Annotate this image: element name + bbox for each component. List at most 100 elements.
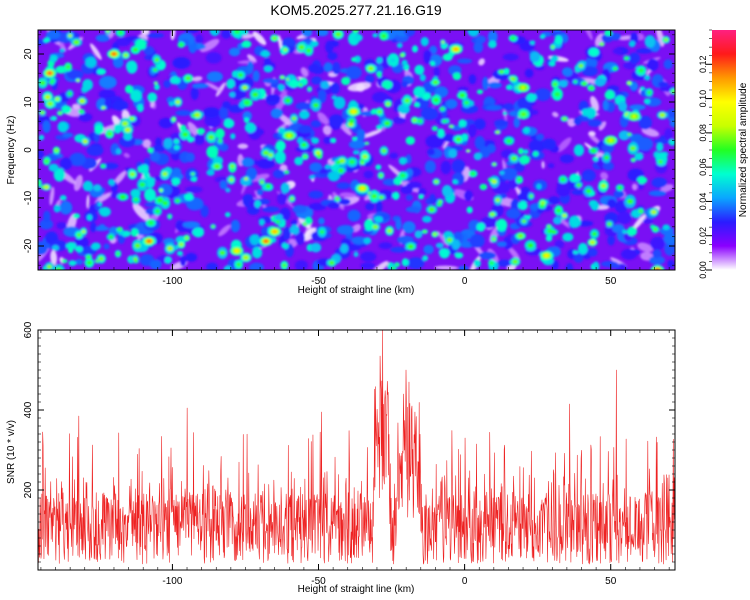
heatmap-cell <box>620 248 638 260</box>
heatmap-cell <box>303 222 307 226</box>
heatmap-cell <box>546 228 554 234</box>
heatmap-cell <box>636 176 648 184</box>
heatmap-cell <box>375 200 383 214</box>
heatmap-cell <box>44 159 49 163</box>
heatmap-cell <box>263 65 273 73</box>
heatmap-cell <box>658 159 663 164</box>
heatmap-cell <box>602 99 609 111</box>
heatmap-cell <box>659 112 666 118</box>
heatmap-cell <box>478 251 497 260</box>
heatmap-cell <box>401 80 409 88</box>
heatmap-cell <box>262 78 280 84</box>
heatmap-cell <box>309 162 323 173</box>
heatmap-cell <box>499 70 504 74</box>
heatmap-cell <box>150 101 155 108</box>
heatmap-cell <box>42 120 51 133</box>
heatmap-cell <box>328 114 344 128</box>
heatmap-cell <box>658 81 669 88</box>
heatmap-cell <box>154 57 160 62</box>
heatmap-cell <box>268 153 273 158</box>
heatmap-cell <box>476 222 486 232</box>
heatmap-cell <box>252 92 259 98</box>
heatmap-cell <box>243 100 251 106</box>
heatmap-cell <box>384 120 391 126</box>
heatmap-ytick-label: -10 <box>23 190 34 205</box>
heatmap-cell <box>112 100 129 111</box>
heatmap-cell <box>233 30 241 35</box>
heatmap-cell <box>547 224 551 228</box>
colorbar-tick-label: 0.08 <box>698 124 708 142</box>
heatmap-cell <box>650 236 666 251</box>
heatmap-cell <box>338 198 351 206</box>
heatmap-cell <box>446 237 453 243</box>
heatmap-cell <box>434 86 449 98</box>
heatmap-cell <box>433 66 440 78</box>
heatmap-cell <box>262 150 269 156</box>
heatmap-hotspot <box>608 139 613 142</box>
heatmap-cell <box>246 205 260 215</box>
heatmap-cell <box>491 237 496 241</box>
heatmap-cell <box>264 57 271 65</box>
heatmap-cell <box>148 220 154 226</box>
heatmap-cell <box>648 190 667 197</box>
heatmap-cell <box>405 154 412 164</box>
heatmap-cell <box>223 118 235 129</box>
heatmap-cell <box>594 77 606 87</box>
heatmap-cell <box>311 137 320 145</box>
heatmap-cell <box>585 188 592 194</box>
heatmap-cell <box>291 116 297 121</box>
heatmap-cell <box>191 172 195 176</box>
heatmap-cell <box>295 102 313 110</box>
heatmap-cell <box>360 251 377 262</box>
heatmap-cell <box>303 227 317 242</box>
heatmap-cell <box>554 91 561 97</box>
heatmap-cell <box>49 81 54 84</box>
heatmap-cell <box>607 263 621 269</box>
heatmap-cell <box>86 194 90 209</box>
heatmap-cell <box>292 204 308 214</box>
heatmap-cell <box>298 44 305 50</box>
heatmap-hotspot <box>112 52 116 56</box>
heatmap-cell <box>338 168 344 173</box>
heatmap-cell <box>96 68 106 76</box>
heatmap-cell <box>186 197 204 211</box>
heatmap-cell <box>59 200 73 215</box>
heatmap-cell <box>123 130 133 141</box>
heatmap-cell <box>494 119 509 127</box>
heatmap-cell <box>330 82 340 95</box>
heatmap-cell <box>367 65 374 72</box>
heatmap-cell <box>333 96 346 110</box>
heatmap-cell <box>363 218 374 231</box>
heatmap-cell <box>78 112 93 122</box>
heatmap-cell <box>377 109 382 114</box>
heatmap-cell <box>159 189 163 192</box>
heatmap-cell <box>55 267 63 270</box>
heatmap-cell <box>38 181 41 185</box>
heatmap-cell <box>324 164 331 169</box>
heatmap-cell <box>413 102 420 108</box>
heatmap-cell <box>192 76 203 82</box>
heatmap-ytick-label: 10 <box>23 96 34 108</box>
heatmap-cell <box>310 120 322 128</box>
heatmap-cell <box>589 240 596 245</box>
heatmap-cell <box>182 221 200 229</box>
heatmap-cell <box>628 40 636 48</box>
heatmap-cell <box>351 236 367 245</box>
heatmap-cell <box>400 185 414 195</box>
heatmap-cell <box>79 98 86 104</box>
heatmap-cell <box>427 148 435 156</box>
heatmap-cell <box>208 134 215 140</box>
heatmap-cell <box>413 86 426 98</box>
heatmap-cell <box>377 73 381 76</box>
heatmap-cell <box>572 250 579 255</box>
heatmap-cell <box>187 136 195 143</box>
heatmap-cell <box>244 122 256 133</box>
heatmap-cell <box>139 182 146 188</box>
heatmap-cell <box>395 263 399 266</box>
heatmap-cell <box>405 136 416 145</box>
heatmap-cell <box>162 200 169 206</box>
heatmap-cell <box>360 129 383 139</box>
heatmap-cell <box>644 74 651 81</box>
heatmap-cell <box>642 218 654 224</box>
heatmap-cell <box>458 265 469 270</box>
